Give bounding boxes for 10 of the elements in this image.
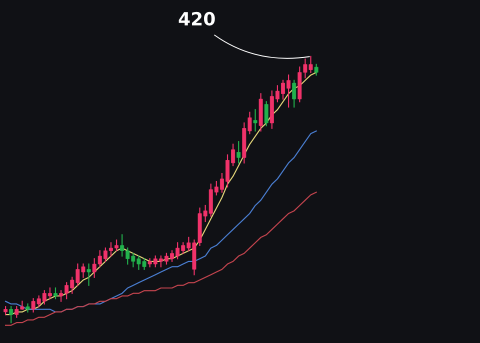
- candlestick: [292, 80, 296, 108]
- candlestick: [9, 306, 14, 324]
- candlestick: [264, 101, 268, 126]
- candlestick: [26, 303, 30, 313]
- candlestick: [54, 287, 58, 300]
- candlestick: [314, 64, 318, 76]
- text: 420: [178, 12, 215, 26]
- candlestick: [236, 141, 241, 164]
- candlestick: [253, 109, 258, 132]
- candlestick: [86, 263, 91, 286]
